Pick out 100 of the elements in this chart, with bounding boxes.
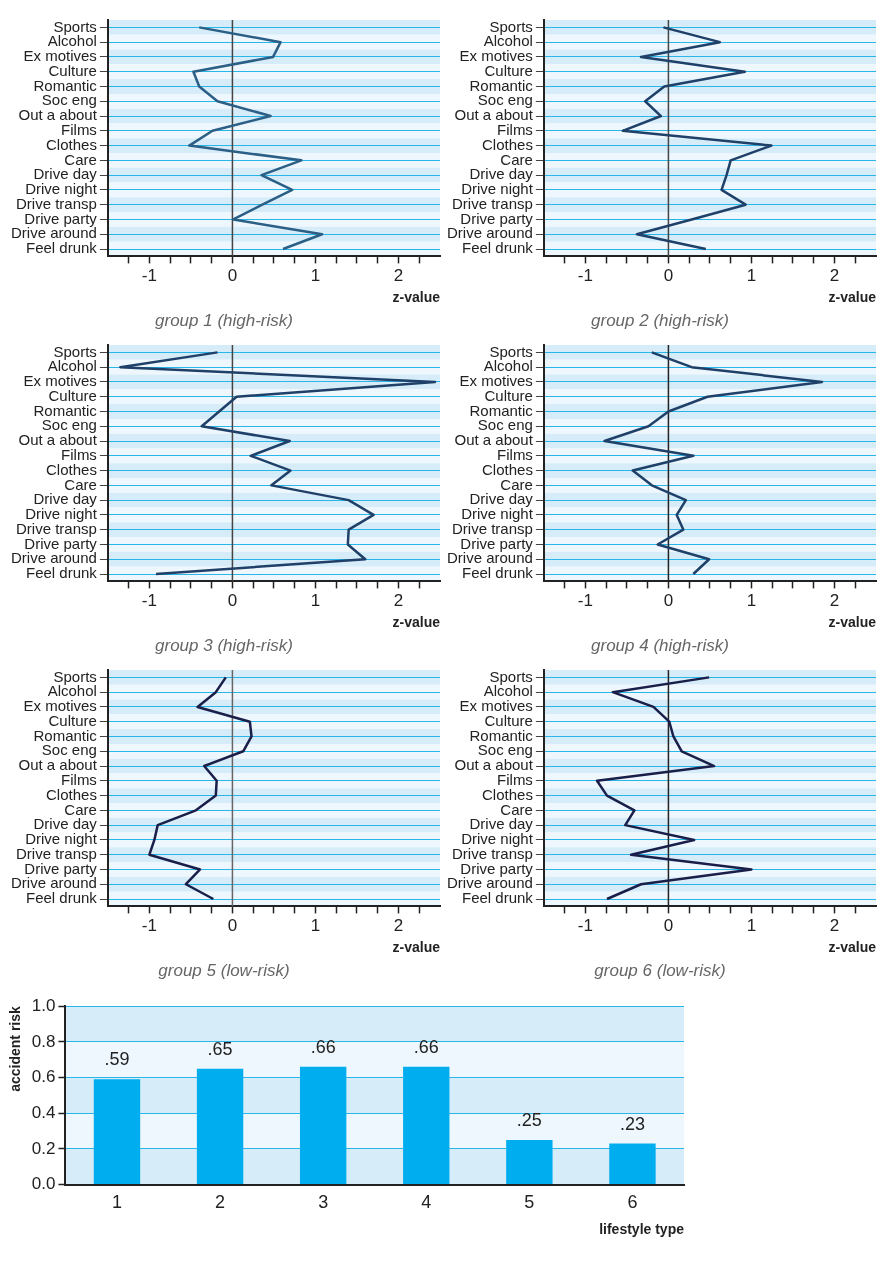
y-tick-label: Care xyxy=(64,475,97,493)
y-tick-label: Romantic xyxy=(33,726,98,744)
y-tick-label: Feel drunk xyxy=(26,239,98,257)
x-axis-title: z-value xyxy=(828,614,877,631)
y-tick-label: Feel drunk xyxy=(462,239,534,257)
y-tick-label: Clothes xyxy=(46,460,97,478)
y-tick-label: Drive day xyxy=(469,490,534,508)
text: group 1 (high-risk) xyxy=(155,310,293,330)
x-tick-label: 2 xyxy=(829,591,840,611)
x-tick-label: 0 xyxy=(227,591,238,611)
y-tick-label: Soc eng xyxy=(477,416,533,434)
y-tick-label: Romantic xyxy=(33,401,98,419)
y-tick-label: 1.0 xyxy=(31,995,56,1015)
x-tick-label: 0 xyxy=(663,916,674,936)
x-tick-label: 2 xyxy=(393,916,404,936)
x-tick-label: 0 xyxy=(227,916,238,936)
x-axis-title: z-value xyxy=(392,939,441,956)
y-tick-label: Feel drunk xyxy=(462,564,534,582)
x-axis-title: z-value xyxy=(828,289,877,306)
x-tick-label: 1 xyxy=(310,591,321,611)
y-tick-label: Clothes xyxy=(482,135,533,153)
x-tick-label: 1 xyxy=(746,916,757,936)
y-tick-label: Romantic xyxy=(469,76,534,94)
x-tick-label: 2 xyxy=(393,266,404,286)
y-axis-title: accident risk xyxy=(7,1006,24,1092)
text: group 3 (high-risk) xyxy=(155,635,293,655)
y-tick-label: Films xyxy=(497,770,533,788)
y-tick-label: Clothes xyxy=(46,785,97,803)
y-tick-label: Romantic xyxy=(469,401,534,419)
y-tick-label: Soc eng xyxy=(41,91,97,109)
y-tick-label: Clothes xyxy=(482,785,533,803)
text: group 2 (high-risk) xyxy=(591,310,729,330)
y-tick-label: 0.8 xyxy=(31,1031,56,1051)
x-tick-label: -1 xyxy=(141,266,157,286)
data-label: .23 xyxy=(619,1113,645,1134)
x-tick-label: -1 xyxy=(577,266,593,286)
y-tick-label: Soc eng xyxy=(41,741,97,759)
x-tick-label: 1 xyxy=(310,916,321,936)
x-tick-label: -1 xyxy=(141,916,157,936)
x-tick-label: 0 xyxy=(663,591,674,611)
x-tick-label: 2 xyxy=(829,916,840,936)
x-tick-label: -1 xyxy=(141,591,157,611)
text: group 4 (high-risk) xyxy=(591,635,729,655)
y-tick-label: Films xyxy=(61,445,97,463)
x-tick-label: 2 xyxy=(393,591,404,611)
x-tick-label: 0 xyxy=(663,266,674,286)
y-tick-label: Care xyxy=(500,150,533,168)
y-tick-label: Care xyxy=(500,800,533,818)
x-tick-label: 2 xyxy=(829,266,840,286)
x-axis-title: lifestyle type xyxy=(599,1221,685,1238)
y-tick-label: Films xyxy=(61,770,97,788)
y-tick-label: Soc eng xyxy=(477,91,533,109)
x-tick-label: 2 xyxy=(215,1192,226,1213)
y-tick-label: 0.4 xyxy=(31,1102,56,1122)
y-tick-label: Sports xyxy=(53,342,97,360)
x-tick-label: 0 xyxy=(227,266,238,286)
data-label: .66 xyxy=(310,1036,336,1057)
y-tick-label: Sports xyxy=(489,17,533,35)
x-tick-label: -1 xyxy=(577,591,593,611)
y-tick-label: Clothes xyxy=(482,460,533,478)
y-tick-label: Feel drunk xyxy=(26,564,98,582)
y-tick-label: Romantic xyxy=(469,726,534,744)
y-tick-label: Drive day xyxy=(33,165,98,183)
y-tick-label: Care xyxy=(64,800,97,818)
y-tick-label: Sports xyxy=(53,667,97,685)
data-label: .59 xyxy=(104,1049,130,1070)
y-tick-label: Romantic xyxy=(33,76,98,94)
x-tick-label: -1 xyxy=(577,916,593,936)
y-tick-label: 0.6 xyxy=(31,1067,56,1087)
x-tick-label: 1 xyxy=(111,1192,122,1213)
x-axis-title: z-value xyxy=(392,289,441,306)
y-tick-label: Drive day xyxy=(469,815,534,833)
y-tick-label: Soc eng xyxy=(41,416,97,434)
x-tick-label: 6 xyxy=(627,1192,638,1213)
y-tick-label: Care xyxy=(64,150,97,168)
y-tick-label: Films xyxy=(497,120,533,138)
y-tick-label: Films xyxy=(497,445,533,463)
y-tick-label: Drive day xyxy=(469,165,534,183)
y-tick-label: Films xyxy=(61,120,97,138)
x-tick-label: 1 xyxy=(746,591,757,611)
y-tick-label: Sports xyxy=(489,342,533,360)
data-label: .66 xyxy=(413,1036,439,1057)
y-tick-label: 0.2 xyxy=(31,1138,56,1158)
y-tick-label: Feel drunk xyxy=(26,889,98,907)
text: group 6 (low-risk) xyxy=(594,960,726,980)
x-tick-label: 1 xyxy=(310,266,321,286)
y-tick-label: Soc eng xyxy=(477,741,533,759)
text: group 5 (low-risk) xyxy=(158,960,290,980)
x-tick-label: 4 xyxy=(421,1192,432,1213)
x-tick-label: 5 xyxy=(524,1192,535,1213)
x-tick-label: 3 xyxy=(318,1192,329,1213)
x-axis-title: z-value xyxy=(392,614,441,631)
y-tick-label: Clothes xyxy=(46,135,97,153)
y-tick-label: Sports xyxy=(489,667,533,685)
y-tick-label: Drive day xyxy=(33,490,98,508)
y-tick-label: 0.0 xyxy=(31,1174,56,1194)
y-tick-label: Sports xyxy=(53,17,97,35)
y-tick-label: Drive day xyxy=(33,815,98,833)
x-axis-title: z-value xyxy=(828,939,877,956)
x-tick-label: 1 xyxy=(746,266,757,286)
